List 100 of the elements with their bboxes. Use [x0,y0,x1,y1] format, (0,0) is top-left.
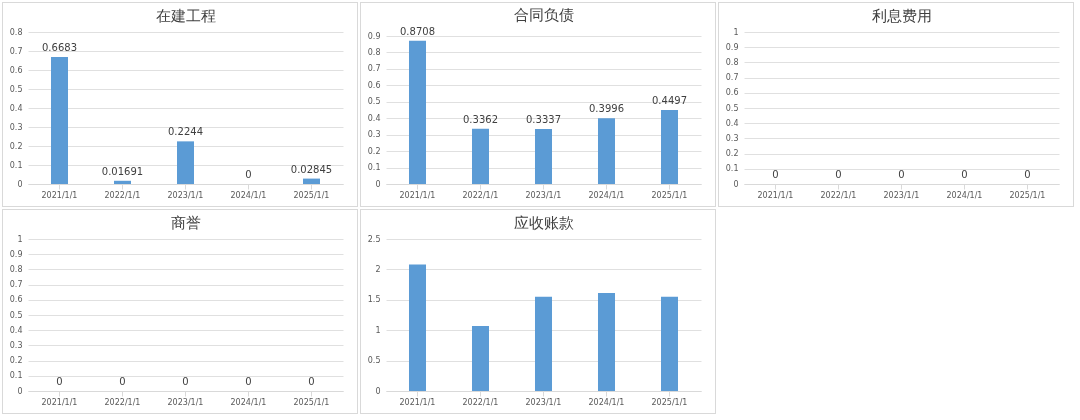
bar [535,129,553,184]
y-tick-label: 0 [375,386,381,396]
data-label: 0.4497 [652,95,687,107]
x-tick-label: 2025/1/1 [1009,190,1046,200]
x-tick-label: 2023/1/1 [525,190,562,200]
bar [176,141,194,184]
chart-title: 合同负债 [513,5,574,24]
chart-title: 商誉 [170,214,201,232]
x-tick-label: 2024/1/1 [588,190,625,200]
y-tick-label: 0.9 [725,42,739,52]
data-label: 0.8708 [400,25,435,37]
bar [113,180,132,184]
y-tick-label: 0.9 [9,249,23,259]
x-tick-label: 2025/1/1 [293,397,330,407]
y-tick-label: 0.7 [367,64,381,74]
bar [409,40,427,184]
data-label: 0.3337 [526,114,561,126]
x-tick-label: 2021/1/1 [399,397,436,407]
chart-title: 应收账款 [513,214,574,232]
y-tick-label: 0.5 [9,310,23,320]
y-tick-label: 0.2 [725,149,739,159]
y-tick-label: 0.8 [725,57,739,67]
y-tick-label: 0.4 [9,103,23,113]
y-tick-label: 0.1 [9,371,23,381]
y-tick-label: 0.3 [367,130,381,140]
y-tick-label: 0.6 [725,88,739,98]
y-tick-label: 0.8 [9,264,23,274]
bar [472,128,490,184]
bar [661,110,679,184]
x-tick-label: 2021/1/1 [399,190,436,200]
x-tick-label: 2022/1/1 [462,397,499,407]
x-tick-label: 2023/1/1 [167,190,204,200]
x-tick-label: 2024/1/1 [946,190,983,200]
data-label: 0 [245,169,252,180]
data-label: 0 [961,169,968,180]
x-tick-label: 2024/1/1 [230,190,267,200]
y-tick-label: 0.5 [367,356,381,366]
bar [303,178,321,184]
x-tick-label: 2025/1/1 [651,397,688,407]
bar [409,264,427,391]
y-tick-label: 0.3 [9,340,23,350]
data-label: 0 [308,376,315,387]
bar [598,293,616,391]
y-tick-label: 0.4 [9,325,23,335]
y-tick-label: 0.4 [367,113,381,123]
data-label: 0 [182,376,189,387]
data-label: 0 [898,169,905,180]
y-tick-label: 0.7 [9,280,23,290]
y-tick-label: 1 [733,27,739,37]
y-tick-label: 0.6 [9,65,23,75]
y-tick-label: 0 [733,179,739,189]
y-tick-label: 0 [375,179,381,189]
y-tick-label: 0.6 [367,80,381,90]
y-tick-label: 0.3 [725,133,739,143]
data-label: 0 [1024,169,1031,180]
data-label: 0.2244 [168,126,203,138]
data-label: 0.01691 [101,165,144,177]
y-tick-label: 0.5 [367,97,381,107]
y-tick-label: 1.5 [367,295,381,305]
data-label: 0.02845 [290,163,333,175]
y-tick-label: 0.2 [9,141,23,151]
bar [50,57,68,184]
x-tick-label: 2021/1/1 [757,190,794,200]
x-tick-label: 2024/1/1 [230,397,267,407]
y-tick-label: 0.8 [367,47,381,57]
y-tick-label: 0.7 [9,46,23,56]
x-tick-label: 2022/1/1 [104,397,141,407]
data-label: 0 [245,376,252,387]
y-tick-label: 0.6 [9,295,23,305]
bar [535,296,553,391]
y-tick-label: 0.1 [725,164,739,174]
x-tick-label: 2025/1/1 [293,190,330,200]
x-tick-label: 2022/1/1 [820,190,857,200]
y-tick-label: 0.8 [9,27,23,37]
y-tick-label: 0.5 [9,84,23,94]
y-tick-label: 0.2 [367,146,381,156]
data-label: 0 [56,376,63,387]
y-tick-label: 0 [17,179,23,189]
y-tick-label: 0.9 [367,31,381,41]
x-tick-label: 2024/1/1 [588,397,625,407]
y-tick-label: 1 [375,325,381,335]
y-tick-label: 1 [17,234,23,244]
y-tick-label: 0.4 [725,118,739,128]
data-label: 0 [772,169,779,180]
data-label: 0.3996 [589,103,624,115]
data-label: 0 [119,376,126,387]
y-tick-label: 0.1 [9,160,23,170]
data-label: 0.3362 [463,113,498,125]
x-tick-label: 2022/1/1 [462,190,499,200]
x-tick-label: 2021/1/1 [41,397,78,407]
y-tick-label: 0.1 [367,163,381,173]
x-tick-label: 2023/1/1 [167,397,204,407]
y-tick-label: 0 [17,386,23,396]
data-label: 0 [835,169,842,180]
bar [661,296,679,391]
x-tick-label: 2023/1/1 [525,397,562,407]
y-tick-label: 0.5 [725,103,739,113]
y-tick-label: 0.2 [9,356,23,366]
x-tick-label: 2023/1/1 [883,190,920,200]
chart-title: 利息费用 [871,7,932,25]
